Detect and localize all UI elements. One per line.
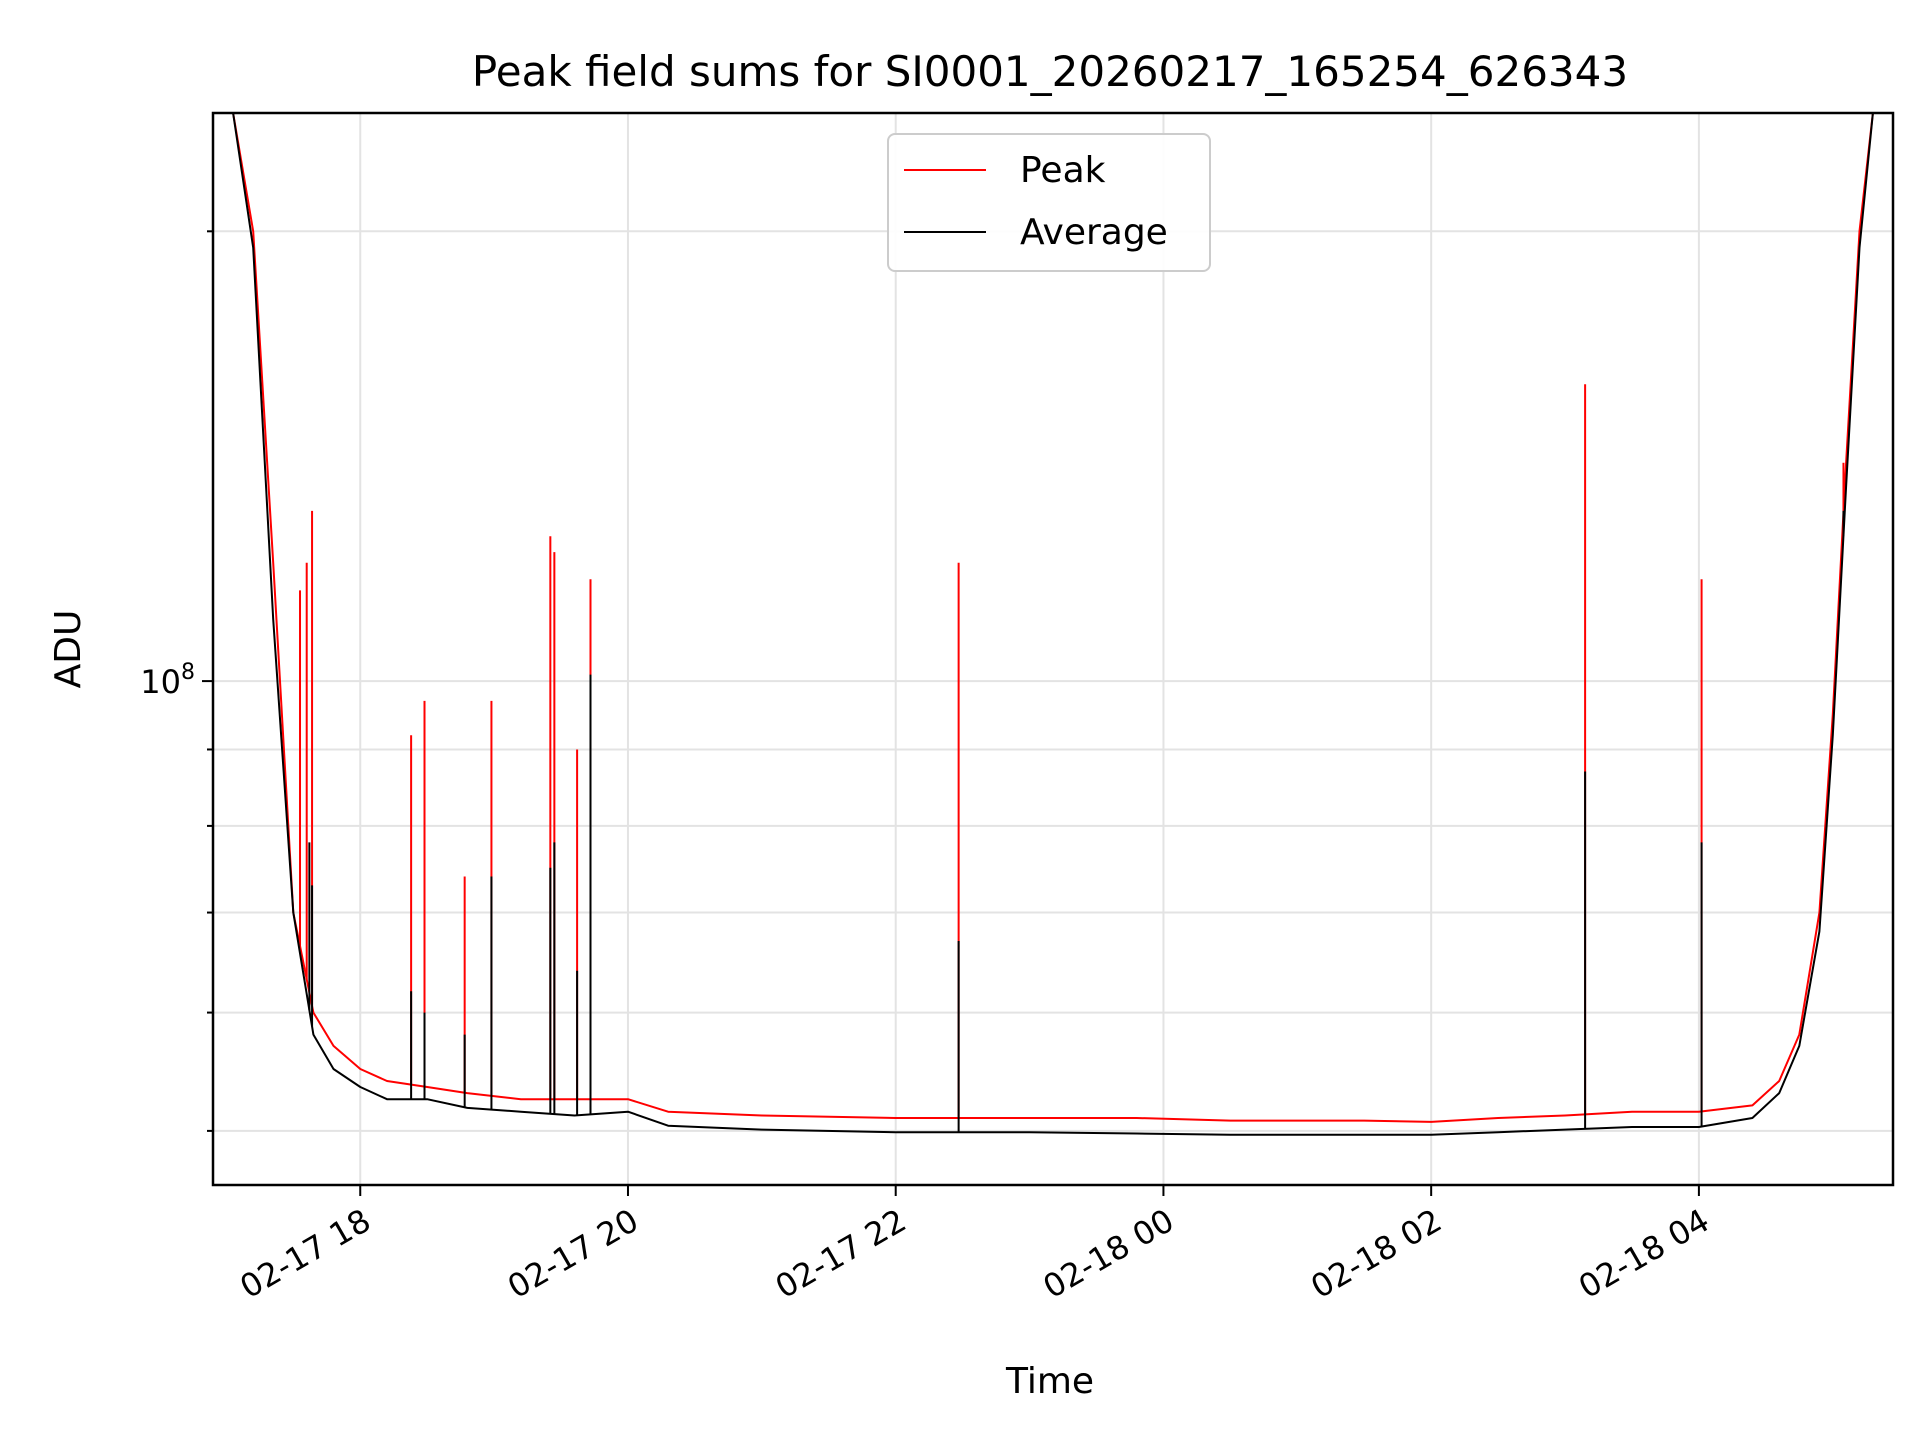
chart-title: Peak field sums for SI0001_20260217_1652… bbox=[472, 47, 1628, 96]
grid bbox=[213, 113, 1893, 1185]
legend: Peak Average bbox=[887, 133, 1211, 272]
plot-frame bbox=[211, 111, 1895, 1187]
legend-peak-label: Peak bbox=[1020, 150, 1106, 191]
x-axis-label: Time bbox=[1005, 1361, 1094, 1402]
peak-line bbox=[213, 112, 1893, 1123]
average-line bbox=[213, 112, 1893, 1136]
y-axis-label: ADU bbox=[48, 610, 89, 689]
y-tick-label: 108 bbox=[140, 660, 195, 701]
average-series bbox=[213, 112, 1893, 1136]
legend-box bbox=[887, 133, 1211, 272]
legend-average-label: Average bbox=[1020, 212, 1168, 253]
